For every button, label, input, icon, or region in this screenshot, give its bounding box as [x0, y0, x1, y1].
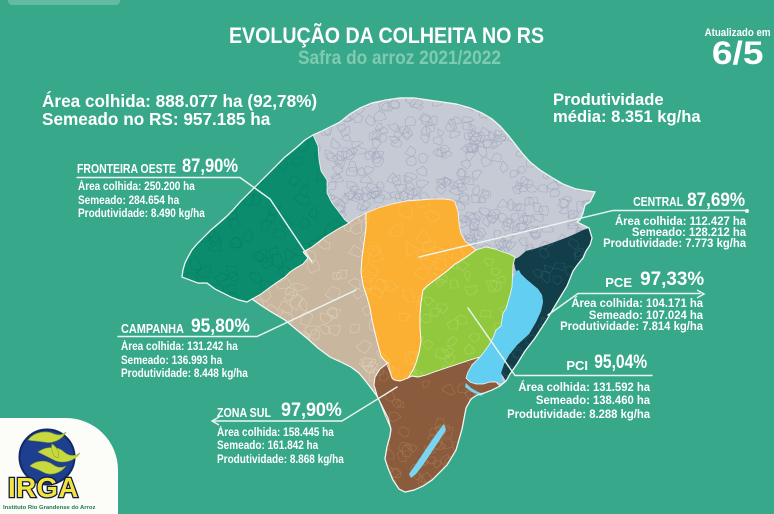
svg-text:IRGA: IRGA	[8, 472, 79, 503]
svg-text:Instituto Rio Grandense do Arr: Instituto Rio Grandense do Arroz	[3, 505, 95, 511]
